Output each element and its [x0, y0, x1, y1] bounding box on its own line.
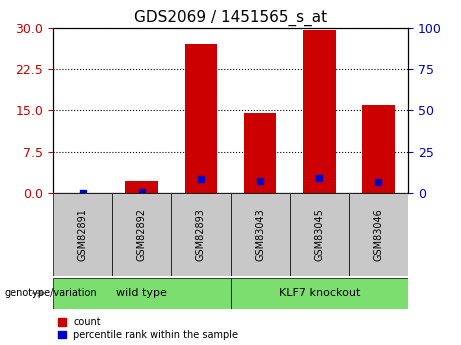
Text: GSM82892: GSM82892 [137, 208, 147, 261]
Bar [244, 113, 276, 193]
Text: GSM83046: GSM83046 [373, 208, 384, 261]
Text: GSM82891: GSM82891 [77, 208, 88, 261]
Bar [362, 105, 395, 193]
Bar [349, 193, 408, 276]
Text: GSM83045: GSM83045 [314, 208, 324, 261]
Text: wild type: wild type [116, 288, 167, 298]
Bar [185, 44, 217, 193]
Bar [125, 181, 158, 193]
Bar [290, 193, 349, 276]
Text: GSM82893: GSM82893 [196, 208, 206, 261]
Title: GDS2069 / 1451565_s_at: GDS2069 / 1451565_s_at [134, 10, 327, 26]
Bar [303, 30, 336, 193]
Text: KLF7 knockout: KLF7 knockout [278, 288, 360, 298]
Text: genotype/variation: genotype/variation [5, 288, 97, 298]
Bar [53, 193, 112, 276]
Text: GSM83043: GSM83043 [255, 208, 265, 261]
Bar [230, 278, 408, 309]
Legend: count, percentile rank within the sample: count, percentile rank within the sample [58, 317, 238, 340]
Bar [53, 278, 230, 309]
Bar [112, 193, 171, 276]
Bar [230, 193, 290, 276]
Bar [171, 193, 230, 276]
